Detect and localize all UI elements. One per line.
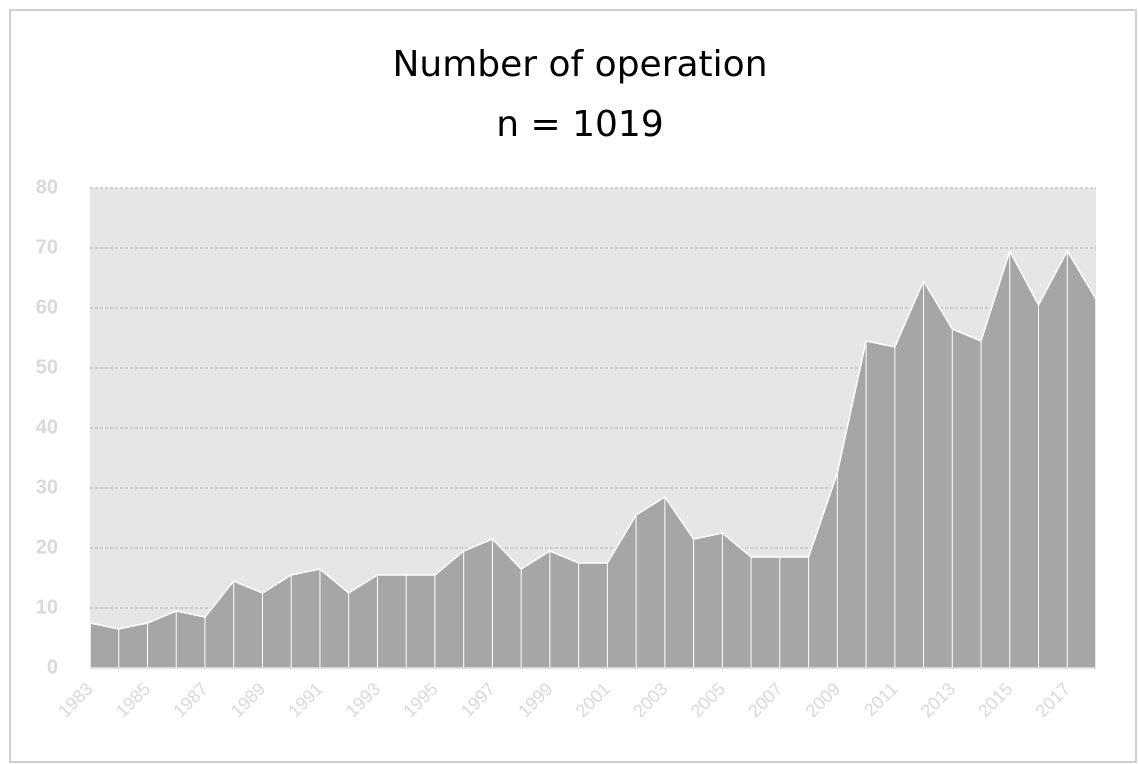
y-tick-label: 0: [47, 656, 58, 678]
y-tick-label: 70: [36, 236, 58, 258]
chart-title: Number of operation: [392, 44, 767, 85]
y-tick-label: 30: [36, 476, 58, 498]
y-tick-label: 10: [36, 596, 58, 618]
y-tick-label: 20: [36, 536, 58, 558]
y-tick-label: 80: [36, 176, 58, 198]
y-tick-label: 50: [36, 356, 58, 378]
y-tick-label: 40: [36, 416, 58, 438]
y-tick-label: 60: [36, 296, 58, 318]
chart-subtitle: n = 1019: [496, 104, 663, 145]
